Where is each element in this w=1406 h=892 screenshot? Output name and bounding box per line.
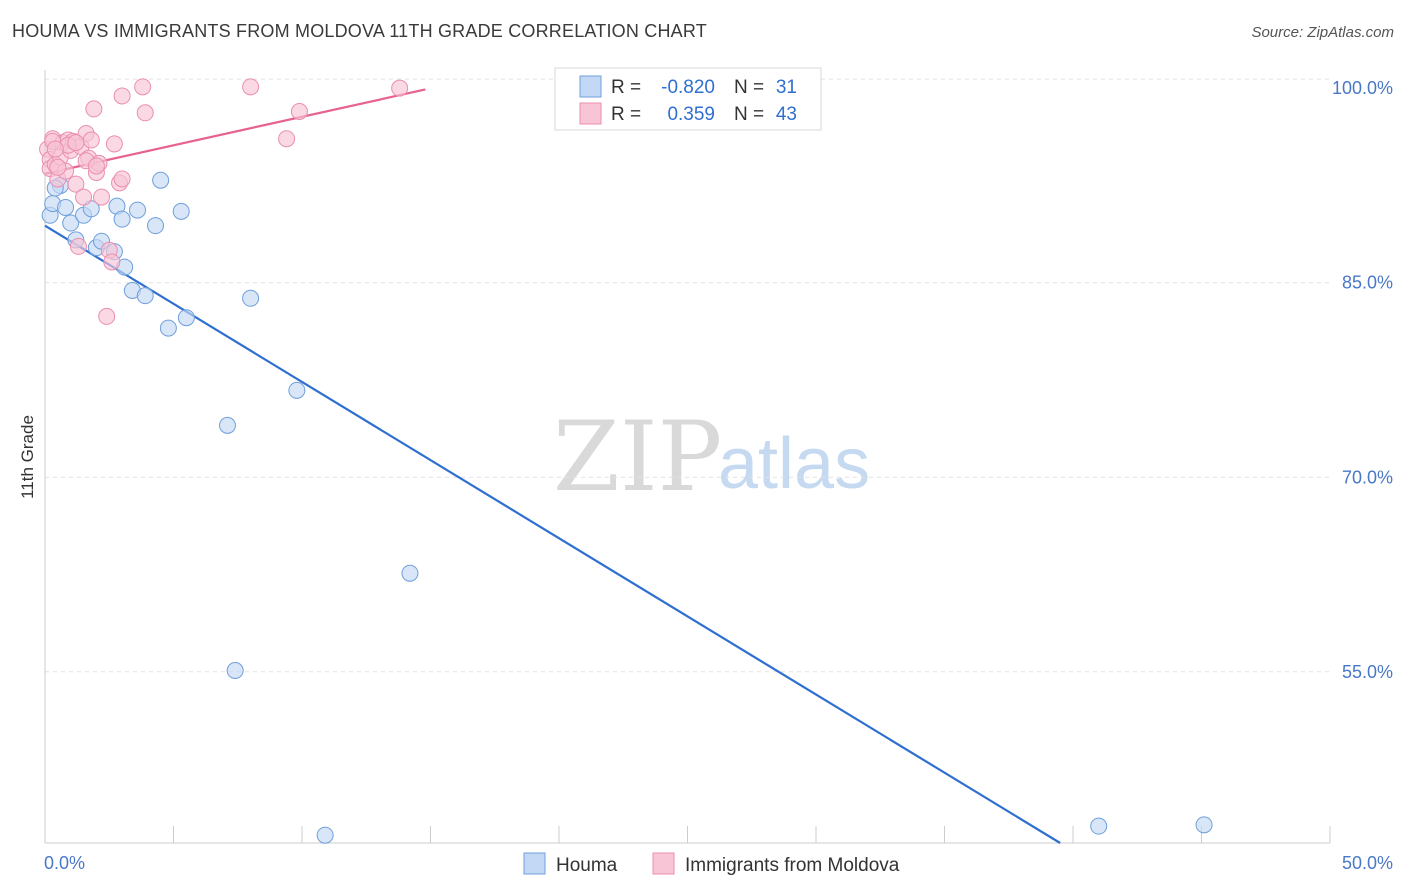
point-houma — [218, 416, 236, 434]
correlation-legend: R = -0.820 N = 31 R = 0.359 N = 43 — [554, 67, 822, 131]
point-houma — [242, 289, 260, 307]
point-houma — [159, 319, 177, 337]
point-moldova — [46, 140, 64, 158]
series-legend-label-moldova: Immigrants from Moldova — [685, 855, 900, 876]
trend-line-moldova — [44, 88, 426, 175]
point-moldova — [49, 158, 67, 176]
point-moldova — [113, 170, 131, 188]
point-moldova — [98, 307, 116, 325]
point-houma — [226, 662, 244, 680]
point-houma — [177, 309, 195, 327]
y-axis-label: 11th Grade — [18, 415, 37, 499]
chart-title: HOUMA VS IMMIGRANTS FROM MOLDOVA 11TH GR… — [12, 21, 707, 41]
legend-r-label: R = — [611, 104, 641, 125]
y-tick-labels: 55.0% 70.0% 85.0% 100.0% — [1332, 78, 1393, 682]
point-houma — [1195, 816, 1213, 834]
point-moldova — [134, 78, 152, 96]
point-moldova — [93, 188, 111, 206]
point-moldova — [391, 79, 409, 97]
point-moldova — [67, 134, 85, 152]
point-houma — [57, 198, 75, 216]
point-houma — [129, 201, 147, 219]
point-houma — [113, 210, 131, 228]
point-houma — [1090, 817, 1108, 835]
legend-r-label: R = — [611, 77, 641, 98]
trend-lines — [44, 88, 1061, 844]
trend-line-houma — [44, 224, 1061, 844]
point-moldova — [67, 175, 85, 193]
series-legend: Houma Immigrants from Moldova — [523, 852, 900, 876]
point-moldova — [290, 103, 308, 121]
point-moldova — [136, 104, 154, 122]
y-tick-label: 100.0% — [1332, 78, 1393, 98]
point-houma — [401, 564, 419, 582]
chart-source: Source: ZipAtlas.com — [1251, 24, 1394, 41]
point-moldova — [242, 78, 260, 96]
x-tick-label: 50.0% — [1342, 853, 1393, 873]
point-houma — [316, 826, 334, 844]
point-moldova — [113, 87, 131, 105]
series-legend-label-houma: Houma — [556, 855, 618, 876]
legend-r-value-houma: -0.820 — [661, 77, 715, 98]
legend-swatch-houma — [579, 75, 602, 98]
watermark-atlas: atlas — [718, 424, 870, 504]
axes — [44, 70, 1331, 844]
point-moldova — [87, 157, 105, 175]
point-moldova — [82, 131, 100, 149]
point-houma — [288, 381, 306, 399]
data-points — [39, 78, 1213, 844]
series-legend-swatch-houma — [523, 852, 546, 875]
legend-n-label: N = — [734, 104, 764, 125]
legend-swatch-moldova — [579, 102, 602, 125]
point-houma — [136, 287, 154, 305]
watermark-zip: ZIP — [553, 401, 722, 513]
point-moldova — [85, 100, 103, 118]
point-moldova — [69, 237, 87, 255]
point-houma — [82, 200, 100, 218]
y-tick-label: 55.0% — [1342, 662, 1393, 682]
point-houma — [172, 202, 190, 220]
y-tick-label: 85.0% — [1342, 273, 1393, 293]
series-legend-swatch-moldova — [652, 852, 675, 875]
point-moldova — [278, 130, 296, 148]
legend-r-value-moldova: 0.359 — [667, 104, 715, 125]
point-houma — [152, 171, 170, 189]
gridlines — [45, 78, 1330, 673]
legend-n-label: N = — [734, 77, 764, 98]
point-moldova — [75, 188, 93, 206]
legend-n-value-moldova: 43 — [776, 104, 797, 125]
point-houma — [62, 214, 80, 232]
x-tick-label: 0.0% — [44, 853, 85, 873]
y-tick-label: 70.0% — [1342, 467, 1393, 487]
x-tick-labels: 0.0% 50.0% — [44, 853, 1393, 873]
point-moldova — [105, 135, 123, 153]
point-houma — [147, 217, 165, 235]
point-moldova — [103, 253, 121, 271]
legend-n-value-houma: 31 — [776, 77, 797, 98]
